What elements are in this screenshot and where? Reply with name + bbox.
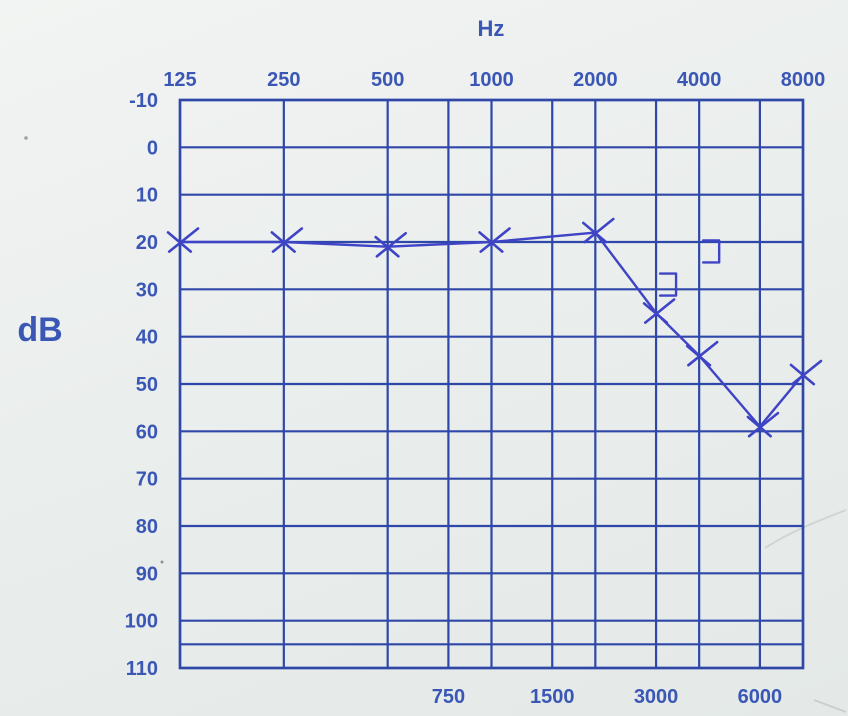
marker-stroke [790, 359, 823, 386]
x-tick-label-bottom: 6000 [738, 686, 783, 708]
paper-speck [24, 136, 28, 140]
y-tick-label: 90 [136, 563, 158, 585]
y-tick-label: 70 [136, 469, 158, 491]
paper-speck [160, 560, 164, 564]
x-tick-label-top: 2000 [573, 69, 618, 91]
grid-border [178, 98, 805, 670]
y-tick-label: 10 [136, 185, 158, 207]
threshold-marker-x [642, 298, 676, 324]
threshold-marker-x [582, 217, 615, 244]
threshold-marker-x [166, 227, 200, 253]
marker-stroke [747, 411, 780, 438]
x-tick-label-top: 250 [267, 69, 300, 91]
threshold-marker-x [789, 359, 823, 386]
paper-fold-mark [764, 509, 847, 549]
x-tick-label-top: 125 [163, 69, 196, 91]
y-tick-label: 40 [136, 327, 158, 349]
marker-stroke [167, 227, 200, 253]
audiogram-grid [178, 98, 805, 670]
marker-stroke [271, 227, 304, 253]
marker-stroke [375, 231, 407, 258]
bone-conduction-marker [701, 239, 721, 264]
threshold-marker-x [478, 227, 511, 253]
threshold-marker-x [685, 340, 719, 367]
x-tick-label-top: 500 [371, 69, 404, 91]
bone-conduction-marker [658, 272, 678, 297]
x-tick-label-top: 1000 [469, 69, 514, 91]
x-tick-label-bottom: 750 [432, 686, 465, 708]
marker-stroke [479, 227, 511, 253]
y-tick-label: 50 [136, 374, 158, 396]
x-tick-label-top: 8000 [781, 69, 826, 91]
x-axis-label: Hz [478, 16, 505, 41]
y-tick-label: 20 [136, 232, 158, 254]
threshold-marker-x [746, 411, 780, 438]
marker-stroke [687, 340, 719, 367]
y-tick-label: 0 [147, 137, 158, 159]
marker-stroke [583, 217, 615, 244]
y-tick-label: -10 [129, 90, 158, 112]
threshold-marker-x [270, 227, 304, 253]
axis-labels: -10 0 10 20 30 40 50 60 70 80 90 100 110 125 250 500 100… [17, 16, 825, 708]
y-tick-label: 30 [136, 279, 158, 301]
y-axis-label: dB [17, 311, 62, 349]
x-tick-label-bottom: 1500 [530, 686, 575, 708]
y-tick-label: 80 [136, 516, 158, 538]
threshold-series [166, 217, 823, 438]
y-tick-label: 60 [136, 421, 158, 443]
paper-fold-mark [813, 699, 847, 713]
x-tick-label-top: 4000 [677, 69, 722, 91]
marker-stroke [643, 298, 676, 324]
threshold-marker-x [374, 231, 407, 258]
y-tick-label: 110 [126, 658, 158, 680]
x-tick-label-bottom: 3000 [634, 686, 679, 708]
y-tick-label: 100 [125, 611, 158, 633]
